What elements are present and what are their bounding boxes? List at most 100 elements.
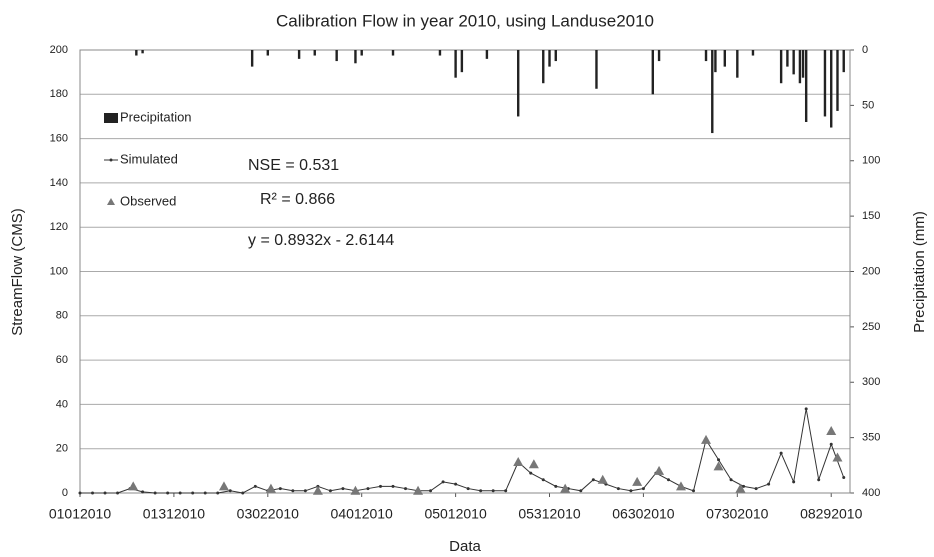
precip-bar xyxy=(714,50,717,73)
annotation: y = 0.8932x - 2.6144 xyxy=(248,232,394,249)
simulated-point xyxy=(366,487,370,491)
simulated-point xyxy=(228,489,232,493)
observed-marker xyxy=(654,465,665,475)
x-tick-label: 01312010 xyxy=(143,506,206,522)
simulated-point xyxy=(91,491,95,495)
precip-bar xyxy=(335,50,338,62)
simulated-point xyxy=(554,484,558,488)
chart-title: Calibration Flow in year 2010, using Lan… xyxy=(276,11,654,30)
precip-bar xyxy=(454,50,457,78)
x-tick-label: 01012010 xyxy=(49,506,112,522)
precip-bar xyxy=(517,50,520,117)
precip-bar xyxy=(460,50,464,73)
simulated-point xyxy=(491,489,495,493)
simulated-point xyxy=(666,478,670,482)
x-tick-label: 03022010 xyxy=(237,506,300,522)
y-tick-label: 20 xyxy=(56,443,68,455)
simulated-point xyxy=(804,407,808,411)
legend-label: Observed xyxy=(120,193,176,208)
simulated-point xyxy=(116,491,120,495)
simulated-point xyxy=(529,471,533,475)
observed-marker xyxy=(413,485,424,495)
simulated-point xyxy=(729,478,733,482)
x-tick-label: 05012010 xyxy=(424,506,487,522)
observed-marker xyxy=(713,461,724,471)
simulated-point xyxy=(291,489,295,493)
precip-bar xyxy=(313,50,316,56)
simulated-point xyxy=(541,478,545,482)
x-tick-label: 06302010 xyxy=(612,506,675,522)
observed-marker xyxy=(528,459,539,469)
simulated-point xyxy=(641,487,645,491)
precip-bar xyxy=(801,50,805,78)
y2-tick-label: 250 xyxy=(862,321,880,333)
simulated-point xyxy=(278,487,282,491)
precip-bar xyxy=(704,50,708,62)
observed-marker xyxy=(597,474,608,484)
precip-bar xyxy=(297,50,301,59)
simulated-point xyxy=(504,489,508,493)
x-tick-label: 04012010 xyxy=(331,506,394,522)
simulated-point xyxy=(742,484,746,488)
x-axis-label: Data xyxy=(449,538,481,555)
y2-tick-label: 100 xyxy=(862,155,880,167)
y-tick-label: 140 xyxy=(50,177,68,189)
simulated-point xyxy=(754,487,758,491)
simulated-point xyxy=(78,491,82,495)
legend-label: Precipitation xyxy=(120,109,192,124)
simulated-point xyxy=(303,489,307,493)
y-tick-label: 160 xyxy=(50,133,68,145)
y-tick-label: 200 xyxy=(50,44,68,56)
observed-marker xyxy=(218,481,229,491)
precip-bar xyxy=(792,50,795,75)
precip-bar xyxy=(266,50,270,56)
simulated-point xyxy=(629,489,633,493)
y2-tick-label: 50 xyxy=(862,99,874,111)
observed-marker xyxy=(826,425,837,435)
simulated-point xyxy=(166,491,170,495)
plot-frame xyxy=(79,49,851,494)
simulated-point xyxy=(153,491,157,495)
simulated-point xyxy=(378,484,382,488)
precip-bar xyxy=(786,50,789,67)
simulated-point xyxy=(591,478,595,482)
y-tick-label: 0 xyxy=(62,487,68,499)
observed-marker xyxy=(312,485,323,495)
precip-bar xyxy=(250,50,254,67)
simulated-point xyxy=(241,491,245,495)
observed-marker xyxy=(513,456,524,466)
precip-bar xyxy=(736,50,739,78)
observed-marker xyxy=(675,481,686,491)
simulated-point xyxy=(842,475,846,479)
precip-bar xyxy=(804,50,808,122)
precip-bar xyxy=(779,50,783,84)
y2-tick-label: 350 xyxy=(862,432,880,444)
legend-swatch xyxy=(104,113,118,123)
y2-axis-label: Precipitation (mm) xyxy=(911,211,928,333)
y2-tick-label: 200 xyxy=(862,265,880,277)
y-tick-label: 180 xyxy=(50,88,68,100)
simulated-point xyxy=(691,489,695,493)
simulated-point xyxy=(767,482,771,486)
precip-bar xyxy=(438,50,442,56)
precip-bar xyxy=(485,50,489,59)
precip-bar xyxy=(548,50,551,67)
precip-bar xyxy=(391,50,395,56)
y-axis-label: StreamFlow (CMS) xyxy=(9,208,26,336)
simulated-point xyxy=(178,491,182,495)
annotation: NSE = 0.531 xyxy=(248,157,339,174)
simulated-point xyxy=(391,484,395,488)
observed-marker xyxy=(632,476,643,486)
simulated-point xyxy=(792,480,796,484)
x-tick-label: 08292010 xyxy=(800,506,863,522)
annotation: R² = 0.866 xyxy=(260,191,335,208)
simulated-point xyxy=(341,487,345,491)
precip-bar xyxy=(542,50,545,84)
simulated-line xyxy=(80,408,845,494)
simulated-point xyxy=(454,482,458,486)
legend-swatch xyxy=(107,198,115,205)
simulated-point xyxy=(441,480,445,484)
precip-bar xyxy=(836,50,839,111)
precip-bar xyxy=(141,50,144,54)
simulated-point xyxy=(779,451,783,455)
